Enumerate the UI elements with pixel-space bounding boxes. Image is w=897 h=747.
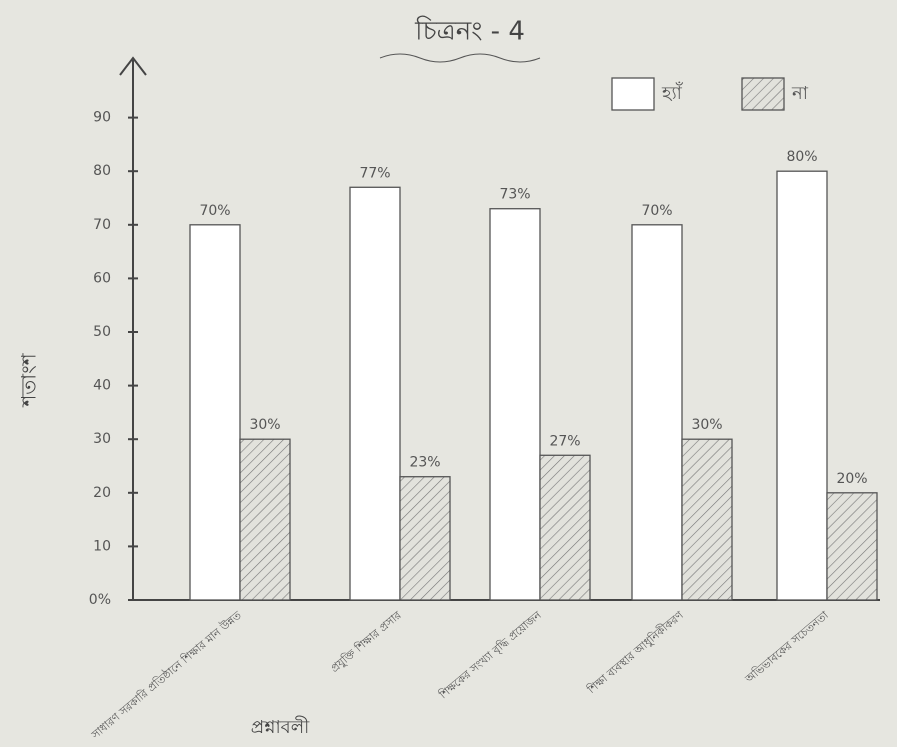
value-label: 23% bbox=[409, 455, 440, 471]
bar bbox=[239, 438, 291, 601]
bar bbox=[399, 476, 451, 601]
x-tick-label: প্রযুক্তি শিক্ষার প্রসার bbox=[328, 608, 404, 675]
value-label: 30% bbox=[249, 417, 280, 433]
value-label: 77% bbox=[359, 165, 390, 181]
x-axis-label: প্রশ্নাবলী bbox=[251, 716, 310, 738]
value-label: 80% bbox=[786, 149, 817, 165]
bar bbox=[826, 492, 878, 601]
y-tick-label: 30 bbox=[93, 431, 111, 447]
bar bbox=[349, 186, 401, 601]
bar bbox=[776, 170, 828, 601]
title-underline bbox=[379, 53, 541, 63]
bar bbox=[189, 224, 241, 601]
bar bbox=[681, 438, 733, 601]
value-label: 73% bbox=[499, 187, 530, 203]
bar bbox=[489, 208, 541, 601]
value-label: 70% bbox=[641, 203, 672, 219]
x-tick-label: সাধারণ সরকারি প্রতিষ্ঠানে শিক্ষার মান উন… bbox=[88, 608, 244, 742]
value-label: 27% bbox=[549, 433, 580, 449]
legend-swatch bbox=[611, 77, 655, 111]
legend-swatch bbox=[741, 77, 785, 111]
y-tick-label: 50 bbox=[93, 324, 111, 340]
x-tick-label: অভিভাবকের সচেতনতা bbox=[742, 608, 831, 686]
legend-label: হ্যাঁ bbox=[661, 82, 684, 104]
y-tick-label: 40 bbox=[93, 378, 111, 394]
chart-title: চিত্রনং - 4 bbox=[414, 16, 525, 47]
y-axis-label: শতাংশ bbox=[17, 352, 41, 407]
y-tick-label: 70 bbox=[93, 217, 111, 233]
legend-label: না bbox=[791, 83, 809, 104]
value-label: 70% bbox=[199, 203, 230, 219]
bar bbox=[631, 224, 683, 601]
y-tick-label: 80 bbox=[93, 163, 111, 179]
y-tick-label: 60 bbox=[93, 270, 111, 286]
x-tick-label: শিক্ষা ব্যবস্থার আধুনিকীকরণ bbox=[584, 608, 686, 696]
x-tick-label: শিক্ষকের সংখ্যা বৃদ্ধি প্রয়োজন bbox=[436, 608, 544, 702]
value-label: 30% bbox=[691, 417, 722, 433]
y-tick-label: 20 bbox=[93, 485, 111, 501]
y-tick-label: 10 bbox=[93, 538, 111, 554]
y-tick-label: 90 bbox=[93, 110, 111, 126]
value-label: 20% bbox=[836, 471, 867, 487]
bar bbox=[539, 454, 591, 601]
y-tick-label: 0% bbox=[89, 592, 111, 608]
